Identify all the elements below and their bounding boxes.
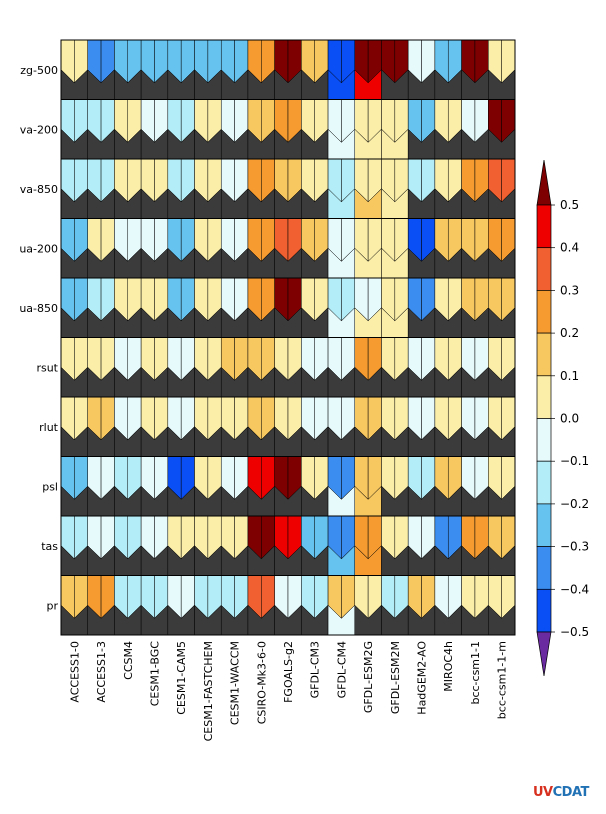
colorbar-segment	[536, 546, 552, 590]
colorbar-segment	[536, 588, 552, 633]
column-label: GFDL-CM3	[309, 641, 322, 698]
column-label: ACCESS1-3	[95, 641, 108, 703]
row-labels: zg-500 va-200 va-850 ua-200 ua-850 rsut rlut ps…	[19, 64, 58, 613]
colorbar-tick-label: −0.4	[560, 582, 589, 596]
column-label: GFDL-CM4	[335, 641, 348, 698]
column-label: MIROC4h	[442, 641, 455, 692]
column-label: GFDL-ESM2M	[389, 641, 402, 714]
row-label: rlut	[39, 421, 59, 434]
colorbar-tick-label: 0.1	[560, 369, 579, 383]
colorbar-segment	[536, 375, 552, 419]
row-label: ua-850	[19, 302, 58, 315]
row-label: va-850	[20, 183, 58, 196]
colorbar-segment	[536, 204, 552, 249]
column-label: CCSM4	[122, 641, 135, 680]
colorbar-segment	[536, 503, 552, 547]
column-labels: ACCESS1-0 ACCESS1-3 CCSM4 CESM1-BGC CESM1-CA…	[68, 641, 508, 742]
colorbar-tick-label: 0.3	[560, 283, 579, 297]
column-label: bcc-csm1-1-m	[496, 641, 509, 719]
column-label: ACCESS1-0	[68, 641, 81, 703]
portrait-cells	[60, 39, 516, 636]
colorbar-segment	[536, 332, 552, 377]
colorbar-segment	[536, 460, 552, 505]
row-label: psl	[42, 480, 58, 493]
row-label: zg-500	[20, 64, 58, 77]
colorbar-segment	[536, 418, 552, 462]
colorbar-tick-label: 0.4	[560, 241, 579, 255]
column-label: FGOALS-g2	[282, 641, 295, 703]
column-label: CESM1-FASTCHEM	[202, 641, 215, 741]
column-label: CESM1-WACCM	[229, 641, 242, 725]
uvcdat-logo: UVCDAT	[533, 785, 589, 800]
column-label: CESM1-BGC	[148, 641, 161, 707]
colorbar-tick-label: −0.2	[560, 497, 589, 511]
colorbar-tick-label: −0.5	[560, 625, 589, 639]
column-label: CESM1-CAM5	[175, 641, 188, 715]
colorbar-tick-label: −0.1	[560, 454, 589, 468]
colorbar-top-arrow	[536, 159, 552, 206]
row-label: tas	[41, 540, 58, 553]
row-label: ua-200	[19, 242, 58, 255]
column-label: HadGEM2-AO	[416, 641, 429, 715]
colorbar-tick-label: 0.2	[560, 326, 579, 340]
row-label: pr	[46, 599, 58, 612]
column-label: bcc-csm1-1	[469, 641, 482, 705]
colorbar-segment	[536, 247, 552, 291]
column-label: CSIRO-Mk3-6-0	[255, 641, 268, 724]
row-label: rsut	[36, 361, 58, 374]
column-label: GFDL-ESM2G	[362, 641, 375, 713]
colorbar-segment	[536, 290, 552, 334]
row-label: va-200	[20, 123, 58, 136]
colorbar: 0.5 0.4 0.3 0.2 0.1 0.0 −0.1 −0.2 −0.3 −0.4 −0.5	[536, 159, 589, 677]
colorbar-bottom-arrow	[536, 631, 552, 677]
colorbar-tick-label: 0.0	[560, 412, 579, 426]
colorbar-tick-label: −0.3	[560, 540, 589, 554]
colorbar-tick-label: 0.5	[560, 198, 579, 212]
